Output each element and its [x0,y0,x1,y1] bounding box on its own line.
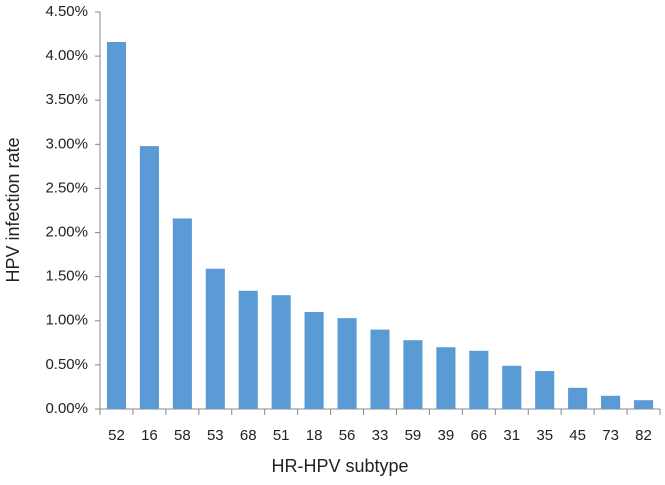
x-tick-label: 45 [569,427,586,444]
bar [436,347,456,409]
x-axis-label: HR-HPV subtype [271,456,408,476]
bar [337,318,357,409]
x-tick-label: 16 [141,427,158,444]
x-tick-label: 35 [536,427,553,444]
bar [271,295,291,409]
y-tick-label: 4.50% [45,3,88,20]
y-tick-label: 4.00% [45,47,88,64]
y-tick-label: 1.50% [45,268,88,285]
x-tick-label: 58 [174,427,191,444]
y-tick-label: 3.00% [45,135,88,152]
x-tick-label: 66 [470,427,487,444]
bar [370,329,390,409]
y-axis-label: HPV infection rate [3,137,23,282]
x-tick-label: 39 [438,427,455,444]
x-tick-label: 53 [207,427,224,444]
bar [238,290,258,409]
bar [568,387,588,409]
bar [205,268,225,409]
x-tick-label: 73 [602,427,619,444]
y-tick-label: 2.50% [45,179,88,196]
bar [601,395,621,409]
x-tick-label: 68 [240,427,257,444]
x-tick-label: 18 [306,427,323,444]
bar [502,365,522,409]
x-tick-label: 59 [405,427,422,444]
y-tick-label: 3.50% [45,91,88,108]
y-tick-label: 0.50% [45,356,88,373]
x-tick-label: 31 [503,427,520,444]
x-tick-label: 33 [372,427,389,444]
bar [139,146,159,409]
y-tick-label: 2.00% [45,224,88,241]
bar [304,311,324,409]
y-tick-label: 0.00% [45,400,88,417]
bar [403,340,423,409]
bar [172,218,192,409]
bar [633,400,654,409]
bar [106,41,127,410]
x-tick-label: 51 [273,427,290,444]
bar [535,371,555,409]
x-tick-label: 56 [339,427,356,444]
bar [469,350,489,409]
x-tick-label: 82 [635,427,652,444]
y-tick-label: 1.00% [45,312,88,329]
x-tick-label: 52 [108,427,125,444]
